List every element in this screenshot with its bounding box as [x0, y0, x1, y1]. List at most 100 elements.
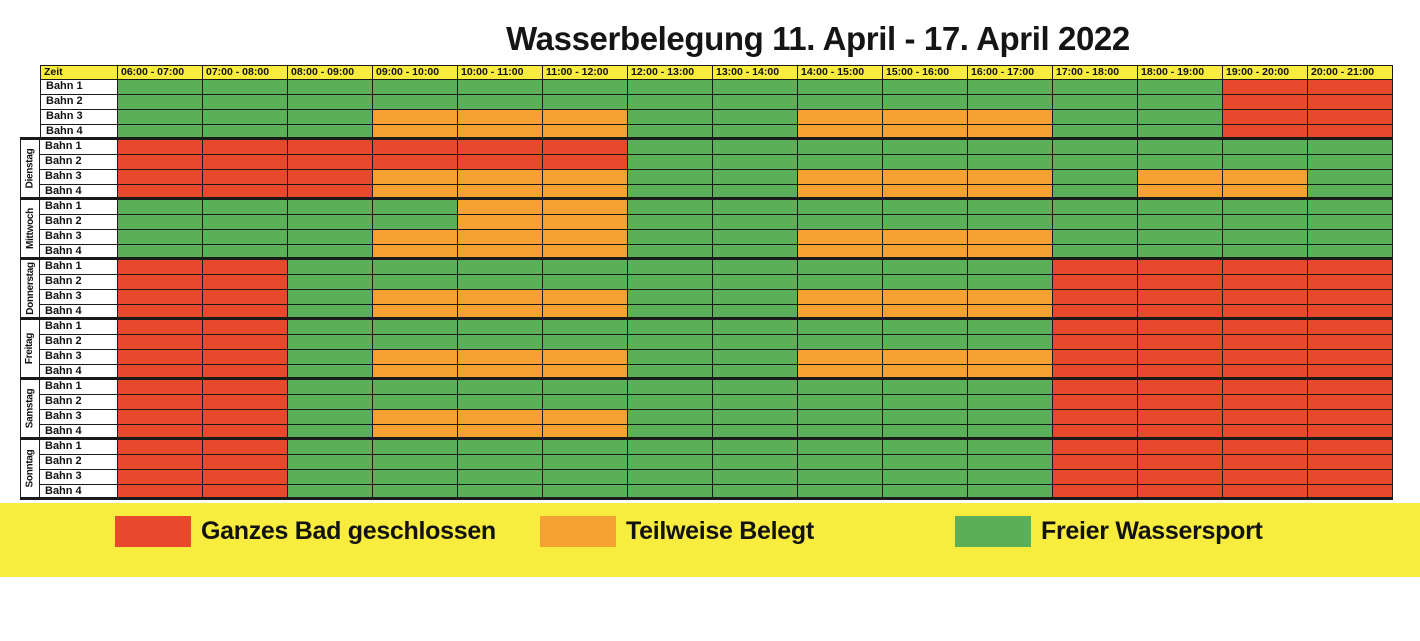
schedule-cell	[543, 365, 628, 380]
lane-label: Bahn 1	[40, 320, 118, 335]
schedule-cell	[458, 215, 543, 230]
schedule-cell	[628, 155, 713, 170]
schedule-cell	[118, 110, 203, 125]
schedule-cell	[1138, 290, 1223, 305]
schedule-cell	[373, 215, 458, 230]
schedule-cell	[203, 185, 288, 200]
schedule-cell	[883, 260, 968, 275]
schedule-cell	[1308, 215, 1393, 230]
schedule-cell	[968, 425, 1053, 440]
schedule-cell	[968, 470, 1053, 485]
schedule-cell	[968, 95, 1053, 110]
schedule-cell	[713, 350, 798, 365]
schedule-cell	[373, 95, 458, 110]
schedule-cell	[628, 185, 713, 200]
schedule-cell	[1053, 80, 1138, 95]
schedule-cell	[1138, 80, 1223, 95]
schedule-cell	[288, 350, 373, 365]
schedule-cell	[1053, 365, 1138, 380]
schedule-cell	[373, 155, 458, 170]
schedule-cell	[713, 440, 798, 455]
schedule-cell	[543, 350, 628, 365]
schedule-cell	[118, 320, 203, 335]
schedule-cell	[373, 410, 458, 425]
schedule-cell	[968, 365, 1053, 380]
time-header-cell-7: 13:00 - 14:00	[713, 65, 798, 80]
schedule-cell	[798, 350, 883, 365]
time-header-cell-1: 07:00 - 08:00	[203, 65, 288, 80]
schedule-cell	[1138, 380, 1223, 395]
schedule-cell	[798, 110, 883, 125]
day-label-Mittwoch: Mittwoch	[20, 200, 40, 260]
schedule-cell	[798, 245, 883, 260]
schedule-cell	[373, 290, 458, 305]
time-header-cell-9: 15:00 - 16:00	[883, 65, 968, 80]
lane-label: Bahn 3	[40, 410, 118, 425]
schedule-cell	[798, 80, 883, 95]
schedule-cell	[288, 485, 373, 500]
day-label-Samstag: Samstag	[20, 380, 40, 440]
schedule-cell	[883, 320, 968, 335]
schedule-cell	[1138, 230, 1223, 245]
schedule-cell	[118, 170, 203, 185]
schedule-cell	[543, 290, 628, 305]
schedule-cell	[968, 140, 1053, 155]
schedule-cell	[883, 440, 968, 455]
schedule-cell	[1053, 320, 1138, 335]
schedule-cell	[118, 335, 203, 350]
schedule-cell	[798, 200, 883, 215]
schedule-cell	[543, 440, 628, 455]
schedule-cell	[968, 155, 1053, 170]
schedule-cell	[628, 245, 713, 260]
schedule-cell	[288, 290, 373, 305]
time-header-cell-6: 12:00 - 13:00	[628, 65, 713, 80]
schedule-cell	[1053, 230, 1138, 245]
schedule-cell	[203, 455, 288, 470]
schedule-cell	[1308, 155, 1393, 170]
schedule-cell	[628, 125, 713, 140]
schedule-cell	[1053, 305, 1138, 320]
schedule-cell	[373, 470, 458, 485]
lane-label: Bahn 1	[40, 140, 118, 155]
schedule-cell	[1223, 350, 1308, 365]
schedule-cell	[1308, 140, 1393, 155]
schedule-cell	[288, 305, 373, 320]
schedule-cell	[118, 380, 203, 395]
schedule-cell	[968, 200, 1053, 215]
schedule-cell	[628, 305, 713, 320]
schedule-cell	[883, 455, 968, 470]
time-header-cell-14: 20:00 - 21:00	[1308, 65, 1393, 80]
schedule-cell	[798, 290, 883, 305]
schedule-cell	[118, 215, 203, 230]
schedule-cell	[458, 110, 543, 125]
schedule-cell	[203, 80, 288, 95]
day-label-Donnerstag: Donnerstag	[20, 260, 40, 320]
schedule-cell	[1308, 275, 1393, 290]
schedule-cell	[968, 350, 1053, 365]
schedule-cell	[373, 320, 458, 335]
schedule-cell	[373, 275, 458, 290]
day-label-montag	[20, 80, 40, 140]
time-header-cell-11: 17:00 - 18:00	[1053, 65, 1138, 80]
schedule-cell	[1308, 470, 1393, 485]
schedule-cell	[1138, 215, 1223, 230]
schedule-cell	[1308, 80, 1393, 95]
schedule-cell	[458, 305, 543, 320]
schedule-cell	[883, 485, 968, 500]
schedule-cell	[118, 95, 203, 110]
schedule-cell	[713, 140, 798, 155]
schedule-cell	[628, 290, 713, 305]
schedule-cell	[1308, 260, 1393, 275]
schedule-cell	[883, 95, 968, 110]
schedule-cell	[968, 440, 1053, 455]
schedule-cell	[968, 305, 1053, 320]
schedule-cell	[458, 425, 543, 440]
schedule-cell	[628, 110, 713, 125]
schedule-cell	[1053, 335, 1138, 350]
lane-label: Bahn 4	[40, 365, 118, 380]
schedule-cell	[543, 470, 628, 485]
schedule-cell	[458, 80, 543, 95]
legend-label-closed: Ganzes Bad geschlossen	[201, 517, 496, 545]
schedule-cell	[1053, 140, 1138, 155]
